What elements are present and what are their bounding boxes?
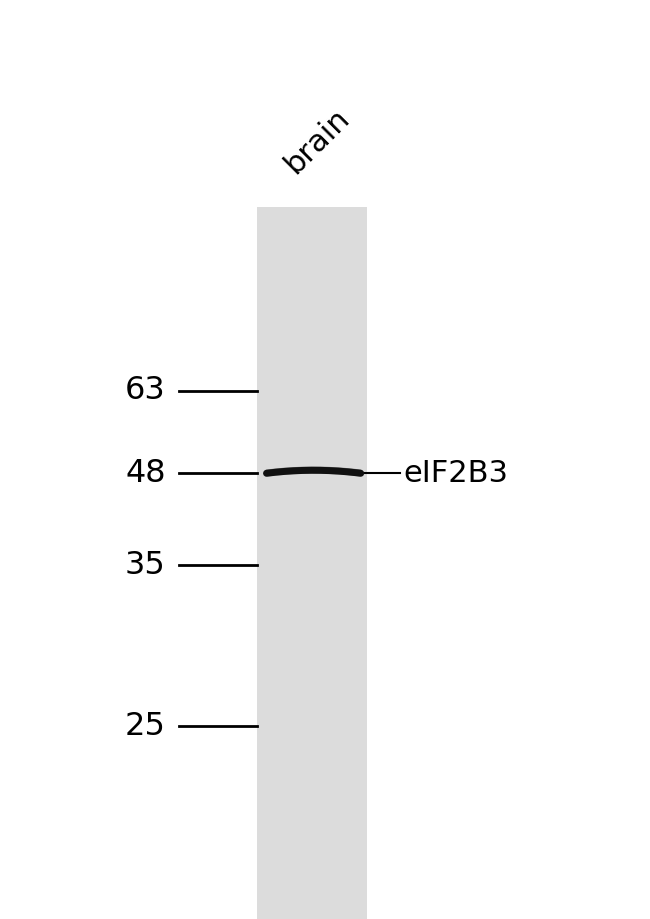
Text: 35: 35 xyxy=(125,550,166,581)
Text: 63: 63 xyxy=(125,375,166,406)
Text: 48: 48 xyxy=(125,458,166,489)
Bar xyxy=(257,207,367,919)
Text: 25: 25 xyxy=(125,710,166,742)
Text: eIF2B3: eIF2B3 xyxy=(403,459,508,488)
Text: brain: brain xyxy=(278,103,355,179)
